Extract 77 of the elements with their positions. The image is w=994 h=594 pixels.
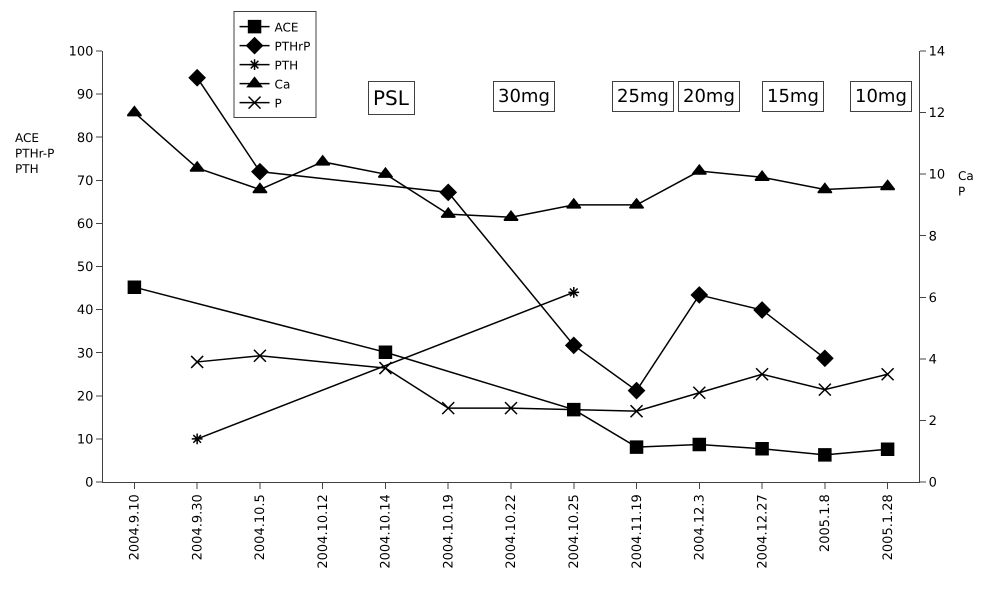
y2-axis-title: Ca P bbox=[958, 169, 974, 199]
y2-tick-label: 10 bbox=[928, 168, 946, 183]
point bbox=[567, 402, 581, 416]
y2-tick-label: 8 bbox=[928, 229, 937, 244]
point bbox=[755, 368, 769, 381]
point bbox=[818, 382, 832, 396]
y-tick-label: 40 bbox=[76, 303, 94, 318]
y-tick-label: 30 bbox=[76, 346, 94, 362]
x-tick-label: 2004.9.10 bbox=[128, 494, 143, 560]
point bbox=[441, 401, 455, 415]
annotation: PSL bbox=[373, 86, 410, 110]
y2-tick-label: 14 bbox=[928, 44, 946, 60]
point bbox=[188, 69, 206, 86]
legend-label: Ca bbox=[274, 77, 290, 92]
annotation: 10mg bbox=[855, 86, 907, 107]
legend-label: PTH bbox=[274, 58, 298, 72]
legend-label: P bbox=[274, 96, 282, 110]
point bbox=[504, 401, 518, 415]
point bbox=[754, 301, 771, 319]
point bbox=[253, 349, 267, 363]
y-tick-label: 60 bbox=[76, 216, 94, 232]
x-tick-label: 2004.9.30 bbox=[190, 494, 206, 560]
y2-tick-label: 0 bbox=[928, 476, 937, 491]
point bbox=[630, 440, 644, 454]
annotation: 15mg bbox=[767, 86, 819, 107]
point bbox=[628, 382, 646, 400]
y2-tick-label: 6 bbox=[928, 290, 937, 306]
point bbox=[440, 207, 456, 218]
y-tick-label: 20 bbox=[76, 389, 94, 404]
x-tick-label: 2004.12.27 bbox=[755, 494, 770, 569]
x-tick-label: 2004.10.14 bbox=[378, 494, 394, 569]
point bbox=[692, 438, 706, 452]
y-tick-label: 70 bbox=[76, 174, 94, 189]
point bbox=[630, 404, 644, 418]
y2-tick-label: 12 bbox=[928, 106, 946, 122]
point bbox=[128, 280, 142, 294]
y-tick-label: 10 bbox=[76, 432, 94, 448]
x-tick-label: 2004.12.3 bbox=[692, 494, 708, 560]
point bbox=[315, 155, 330, 166]
x-tick-label: 2004.10.22 bbox=[504, 494, 520, 569]
y2-tick-label: 4 bbox=[928, 352, 937, 368]
y-axis-title: ACE PTHr-P PTH bbox=[15, 131, 54, 176]
point bbox=[880, 368, 894, 381]
point bbox=[566, 198, 582, 209]
point bbox=[378, 346, 392, 360]
y2-tick-label: 2 bbox=[928, 414, 937, 429]
y-tick-label: 0 bbox=[85, 476, 94, 491]
y-tick-label: 80 bbox=[76, 130, 94, 146]
point bbox=[818, 448, 832, 462]
x-tick-label: 2004.10.5 bbox=[253, 494, 268, 560]
x-tick-label: 2005.1.8 bbox=[818, 494, 834, 552]
point bbox=[692, 386, 706, 400]
x-tick-label: 2004.10.12 bbox=[316, 494, 331, 569]
y-tick-label: 50 bbox=[76, 260, 94, 276]
point bbox=[191, 432, 204, 446]
point bbox=[690, 286, 708, 304]
y-tick-label: 100 bbox=[68, 44, 94, 60]
point bbox=[251, 163, 268, 180]
x-tick-label: 2004.11.19 bbox=[630, 494, 645, 569]
point bbox=[440, 184, 457, 201]
point bbox=[755, 442, 769, 456]
legend-label: PTHrP bbox=[274, 39, 310, 54]
point bbox=[565, 336, 582, 354]
legend-label: ACE bbox=[274, 20, 299, 34]
annotation: 30mg bbox=[498, 86, 550, 107]
point bbox=[816, 350, 834, 367]
x-tick-label: 2004.10.25 bbox=[566, 494, 582, 569]
point bbox=[880, 442, 894, 456]
point bbox=[190, 355, 204, 369]
annotation: 20mg bbox=[683, 86, 735, 107]
annotation: 25mg bbox=[617, 86, 669, 107]
x-tick-label: 2004.10.19 bbox=[441, 494, 456, 569]
y-tick-label: 90 bbox=[76, 88, 94, 103]
x-tick-label: 2005.1.28 bbox=[880, 494, 896, 560]
point bbox=[692, 164, 707, 175]
point bbox=[378, 361, 392, 375]
point bbox=[568, 286, 580, 299]
